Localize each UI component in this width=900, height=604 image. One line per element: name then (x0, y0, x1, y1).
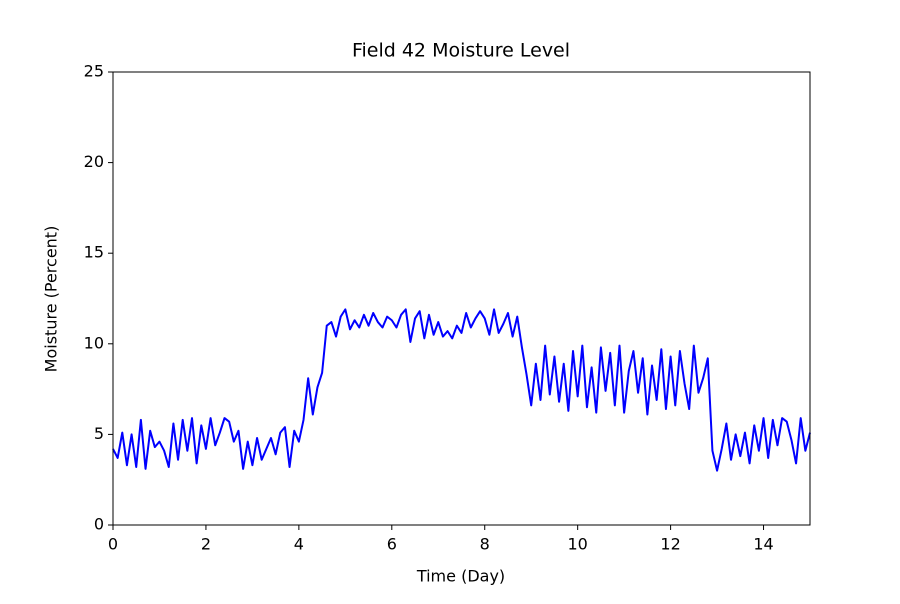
y-tick-label: 25 (84, 62, 104, 81)
x-tick-label: 10 (567, 535, 587, 554)
y-tick-label: 20 (84, 152, 104, 171)
data-line (112, 308, 811, 472)
x-tick-label: 6 (387, 535, 397, 554)
y-tick-label: 0 (94, 515, 104, 534)
y-tick-label: 15 (84, 243, 104, 262)
x-tick-label: 2 (201, 535, 211, 554)
x-axis-label: Time (Day) (416, 567, 505, 586)
x-tick-label: 0 (108, 535, 118, 554)
x-tick-label: 14 (753, 535, 773, 554)
x-tick-label: 12 (660, 535, 680, 554)
x-tick-label: 4 (294, 535, 304, 554)
chart-title: Field 42 Moisture Level (352, 40, 570, 62)
plot-frame (112, 71, 811, 526)
x-tick-label: 8 (480, 535, 490, 554)
y-axis-label: Moisture (Percent) (42, 226, 61, 373)
y-tick-label: 5 (94, 424, 104, 443)
y-tick-label: 10 (84, 333, 104, 352)
